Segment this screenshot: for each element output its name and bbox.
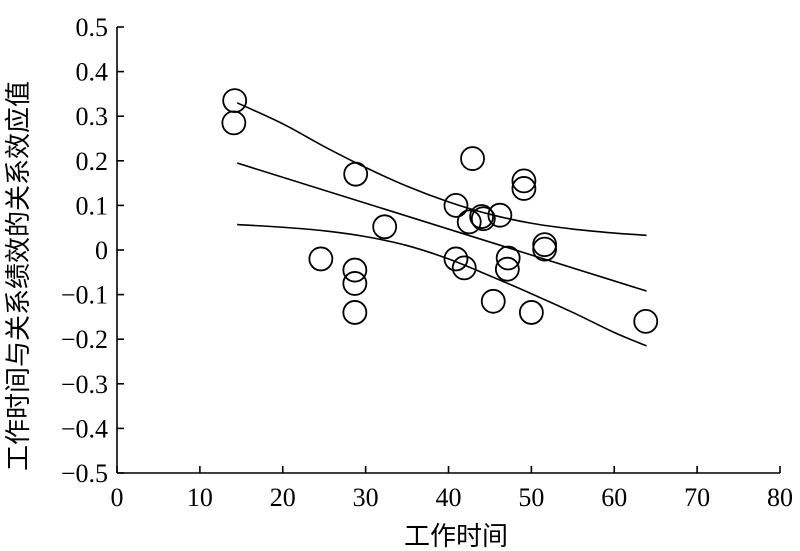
- data-point: [451, 255, 477, 281]
- x-tick-label: 0: [111, 483, 124, 512]
- regression-line: [236, 162, 647, 292]
- upper-ci-line: [236, 102, 647, 237]
- data-point: [480, 288, 506, 314]
- data-point: [308, 246, 334, 272]
- y-tick-label: −0.2: [61, 325, 108, 354]
- x-tick-label: 80: [767, 483, 793, 512]
- data-point: [495, 245, 521, 271]
- data-points: [221, 88, 659, 334]
- y-tick-label: 0.3: [76, 102, 109, 131]
- data-point: [469, 204, 495, 229]
- data-point: [518, 300, 544, 325]
- y-tick-label: 0.2: [76, 147, 109, 176]
- data-point: [633, 308, 659, 334]
- lower-ci-line: [237, 223, 647, 347]
- data-point: [532, 232, 558, 258]
- data-point: [494, 256, 520, 282]
- data-point: [443, 192, 469, 218]
- data-point: [342, 257, 368, 283]
- data-point: [342, 300, 368, 325]
- y-tick-label: 0.1: [76, 191, 109, 220]
- y-tick-label: −0.1: [61, 281, 108, 310]
- data-point: [443, 246, 469, 272]
- data-point: [487, 202, 513, 228]
- x-tick-label: 30: [353, 483, 379, 512]
- data-point: [372, 214, 398, 240]
- x-tick-label: 10: [187, 483, 213, 512]
- data-point: [532, 236, 558, 262]
- data-point: [221, 110, 247, 136]
- y-tick-label: 0.4: [76, 58, 109, 87]
- y-axis-title: 工作时间与关系绩效的关系效应值: [4, 81, 34, 471]
- data-point: [343, 161, 369, 187]
- data-point: [222, 88, 248, 113]
- data-point: [511, 168, 537, 194]
- x-tick-label: 40: [436, 483, 462, 512]
- x-tick-label: 20: [270, 483, 296, 512]
- data-point: [470, 206, 496, 232]
- y-tick-label: −0.3: [61, 370, 108, 399]
- x-tick-label: 60: [601, 483, 627, 512]
- fit-curves: [236, 102, 647, 347]
- y-tick-label: −0.5: [61, 459, 108, 488]
- y-tick-label: 0: [95, 236, 108, 265]
- y-tick-label: 0.5: [76, 13, 109, 42]
- data-point: [342, 271, 368, 296]
- y-tick-label: −0.4: [61, 414, 108, 443]
- axes: 0.50.40.30.20.10−0.1−0.2−0.3−0.4−0.50 10 2…: [61, 13, 793, 512]
- data-point: [460, 146, 485, 171]
- x-axis-title: 工作时间: [404, 522, 508, 551]
- data-point: [511, 176, 537, 201]
- x-tick-label: 70: [684, 483, 710, 512]
- x-tick-label: 50: [518, 483, 544, 512]
- data-point: [456, 209, 482, 235]
